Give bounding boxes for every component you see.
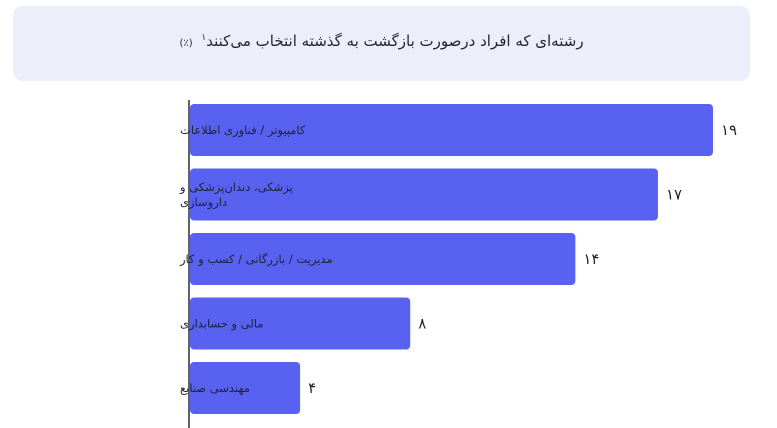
chart-title-box: رشته‌ای که افراد درصورت بازگشت به گذشته … [13, 6, 750, 81]
bar-3 [190, 233, 576, 285]
value-label-4: ۸ [418, 315, 426, 333]
value-label-1: ۱۹ [721, 121, 737, 139]
chart-title-text: رشته‌ای که افراد درصورت بازگشت به گذشته … [206, 32, 584, 50]
category-label-2: پزشکی، دندان‌پزشکی و داروسازی [179, 180, 293, 210]
bar-2 [190, 168, 658, 221]
category-label-1: کامپیوتر / فناوری اطلاعات [180, 123, 306, 138]
chart-title: رشته‌ای که افراد درصورت بازگشت به گذشته … [13, 32, 750, 50]
bar-1 [190, 104, 713, 156]
bar-4 [190, 297, 411, 350]
category-label-3: مدیریت / بازرگانی / کسب و کار [179, 252, 333, 267]
value-label-5: ۴ [308, 379, 316, 397]
category-label-5: مهندسی صنایع [180, 381, 250, 395]
category-label-4: مالی و حسابداری [180, 317, 263, 332]
chart-title-footnote: ۱ [201, 33, 207, 43]
chart-title-unit: (٪) [179, 38, 193, 49]
value-label-2: ۱۷ [666, 186, 682, 204]
value-label-3: ۱۴ [583, 250, 599, 268]
bar-5 [190, 362, 301, 414]
